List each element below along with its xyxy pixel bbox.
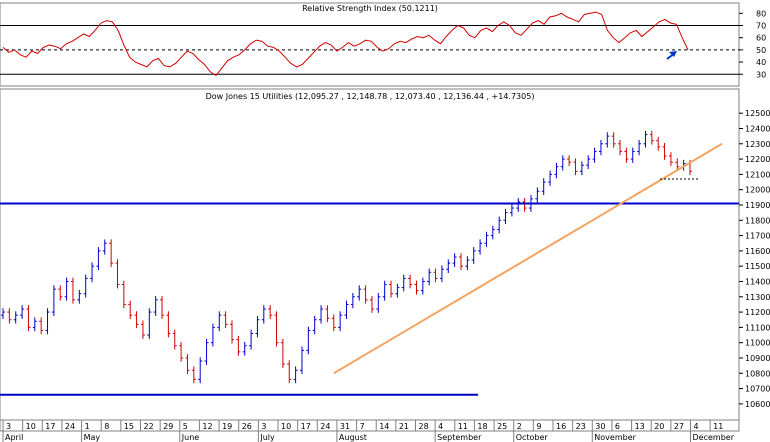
x-day-label: 19 bbox=[222, 422, 232, 431]
x-day-label: 17 bbox=[45, 422, 55, 431]
price-tick-label: 12000 bbox=[745, 186, 770, 195]
x-day-label: 26 bbox=[242, 422, 252, 431]
arrow-icon bbox=[666, 51, 677, 60]
trend-channel-line bbox=[333, 142, 723, 375]
x-axis: 3 10 17 24 1 8 15 22 29 5 12 19 26 3 10 17 24 31 7 14 21 28 4 1… bbox=[0, 419, 739, 442]
rsi-title: Relative Strength Index (50.1211) bbox=[302, 4, 438, 13]
x-month-label: April bbox=[5, 433, 23, 442]
price-tick-label: 12400 bbox=[745, 124, 770, 133]
price-y-axis: 12500 12400 12300 12200 12100 12000 11900 11800… bbox=[739, 109, 770, 409]
x-day-label: 30 bbox=[595, 422, 605, 431]
x-day-label: 25 bbox=[497, 422, 507, 431]
x-day-label: 4 bbox=[694, 422, 699, 431]
rsi-tick-label: 50 bbox=[756, 46, 766, 55]
x-day-label: 10 bbox=[281, 422, 291, 431]
x-day-label: 24 bbox=[65, 422, 75, 431]
rsi-tick-label: 80 bbox=[756, 9, 766, 18]
price-bars bbox=[1, 130, 692, 384]
x-day-label: 14 bbox=[379, 422, 389, 431]
rsi-frame bbox=[0, 2, 740, 87]
x-day-label: 3 bbox=[261, 422, 266, 431]
price-frame bbox=[0, 88, 740, 432]
x-day-label: 15 bbox=[124, 422, 134, 431]
rsi-panel: Relative Strength Index (50.1211) 80 70 60… bbox=[0, 2, 766, 87]
x-month-ticks: April May June July August September October No… bbox=[2, 431, 735, 442]
x-month-label: November bbox=[594, 433, 636, 442]
price-tick-label: 10900 bbox=[745, 354, 770, 363]
x-day-label: 8 bbox=[104, 422, 109, 431]
x-day-label: 28 bbox=[419, 422, 429, 431]
price-tick-label: 10800 bbox=[745, 369, 770, 378]
price-tick-label: 11000 bbox=[745, 339, 770, 348]
x-day-label: 17 bbox=[301, 422, 311, 431]
x-day-label: 9 bbox=[536, 422, 541, 431]
x-day-label: 11 bbox=[458, 422, 468, 431]
x-day-label: 20 bbox=[654, 422, 664, 431]
price-panel: Dow Jones 15 Utilities (12,095.27 , 12,1… bbox=[0, 88, 770, 432]
rsi-tick-label: 60 bbox=[756, 34, 766, 43]
price-tick-label: 12300 bbox=[745, 140, 770, 149]
x-day-label: 29 bbox=[163, 422, 173, 431]
x-day-label: 22 bbox=[144, 422, 154, 431]
x-month-label: December bbox=[693, 433, 735, 442]
price-tick-label: 11700 bbox=[745, 232, 770, 241]
rsi-tick-label: 70 bbox=[756, 22, 766, 31]
x-month-label: September bbox=[437, 433, 482, 442]
x-month-label: October bbox=[516, 433, 549, 442]
x-month-label: June bbox=[181, 433, 200, 442]
price-tick-label: 11300 bbox=[745, 293, 770, 302]
x-day-label: 7 bbox=[360, 422, 365, 431]
x-day-label: 10 bbox=[26, 422, 36, 431]
price-tick-label: 12200 bbox=[745, 155, 770, 164]
x-day-label: 27 bbox=[674, 422, 684, 431]
x-month-label: August bbox=[339, 433, 367, 442]
x-day-label: 3 bbox=[6, 422, 11, 431]
x-day-label: 5 bbox=[183, 422, 188, 431]
price-tick-label: 11900 bbox=[745, 201, 770, 210]
x-day-label: 24 bbox=[320, 422, 330, 431]
rsi-y-axis: 80 70 60 50 40 30 bbox=[739, 9, 766, 79]
price-tick-label: 11400 bbox=[745, 277, 770, 286]
price-tick-label: 11600 bbox=[745, 247, 770, 256]
price-tick-label: 12100 bbox=[745, 170, 770, 179]
x-month-label: May bbox=[84, 433, 101, 442]
price-tick-label: 12500 bbox=[745, 109, 770, 118]
x-day-label: 13 bbox=[635, 422, 645, 431]
x-day-label: 4 bbox=[438, 422, 443, 431]
price-tick-label: 11500 bbox=[745, 262, 770, 271]
x-month-label: July bbox=[259, 433, 275, 442]
price-tick-label: 11100 bbox=[745, 323, 770, 332]
x-day-ticks: 3 10 17 24 1 8 15 22 29 5 12 19 26 3 10 17 24 31 7 14 21 28 4 1… bbox=[2, 420, 723, 431]
price-title: Dow Jones 15 Utilities (12,095.27 , 12,1… bbox=[206, 92, 535, 101]
price-tick-label: 10700 bbox=[745, 385, 770, 394]
x-day-label: 2 bbox=[517, 422, 522, 431]
x-day-label: 16 bbox=[556, 422, 566, 431]
price-tick-label: 10600 bbox=[745, 400, 770, 409]
rsi-series-line bbox=[2, 11, 689, 77]
x-day-label: 1 bbox=[85, 422, 90, 431]
price-tick-label: 11800 bbox=[745, 216, 770, 225]
x-day-label: 12 bbox=[202, 422, 212, 431]
price-tick-label: 11200 bbox=[745, 308, 770, 317]
x-day-label: 18 bbox=[477, 422, 487, 431]
x-day-label: 21 bbox=[399, 422, 409, 431]
rsi-tick-label: 30 bbox=[756, 70, 766, 79]
rsi-tick-label: 40 bbox=[756, 58, 766, 67]
x-day-label: 11 bbox=[713, 422, 723, 431]
x-day-label: 6 bbox=[615, 422, 620, 431]
x-day-label: 31 bbox=[340, 422, 350, 431]
x-day-label: 23 bbox=[576, 422, 586, 431]
